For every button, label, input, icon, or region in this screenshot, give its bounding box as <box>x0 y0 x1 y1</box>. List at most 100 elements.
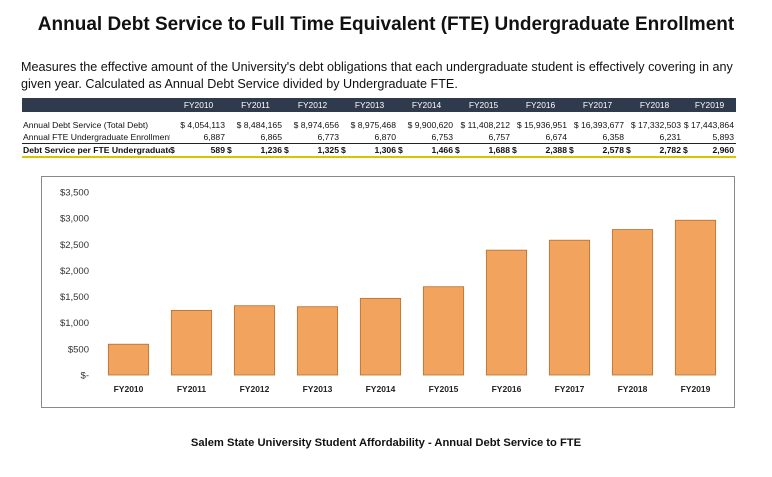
cell-value: 2,782 <box>659 145 681 155</box>
cell-value: 1,306 <box>374 145 396 155</box>
data-table: FY2010 FY2011 FY2012 FY2013 FY2014 FY201… <box>22 98 736 158</box>
cell-value: 1,466 <box>431 145 453 155</box>
table-cell: $ 8,974,656 <box>293 120 339 130</box>
bar <box>548 239 591 376</box>
y-tick-label: $2,500 <box>60 240 89 251</box>
y-tick-label: $- <box>81 371 89 382</box>
bar <box>485 249 528 376</box>
table-cell: $ 16,393,677 <box>573 120 624 130</box>
column-header: FY2017 <box>569 98 626 112</box>
chart-caption: Salem State University Student Affordabi… <box>190 437 582 449</box>
currency-symbol: $ <box>284 145 289 155</box>
cell-value: 2,578 <box>602 145 624 155</box>
currency-symbol: $ <box>512 145 517 155</box>
currency-symbol: $ <box>569 145 574 155</box>
page-title: Annual Debt Service to Full Time Equival… <box>37 14 735 35</box>
cell-value: 589 <box>210 145 225 155</box>
x-tick-label: FY2014 <box>366 384 396 394</box>
y-tick-label: $2,000 <box>60 266 89 277</box>
table-cell: $ 8,484,165 <box>236 120 282 130</box>
cell-value: 2,960 <box>712 145 734 155</box>
row-label: Debt Service per FTE Undergraduate <box>22 143 170 158</box>
column-header: FY2011 <box>227 98 284 112</box>
bar <box>611 229 654 376</box>
column-header: FY2012 <box>284 98 341 112</box>
y-tick-label: $500 <box>68 344 89 355</box>
table-cell: 6,358 <box>602 132 624 142</box>
table-cell: $ 17,443,864 <box>683 120 734 130</box>
column-header: FY2013 <box>341 98 398 112</box>
table-cell: $2,388 <box>512 143 569 158</box>
cell-value: 2,388 <box>545 145 567 155</box>
table-row-per-fte: Debt Service per FTE Undergraduate $589 … <box>22 143 736 158</box>
column-header: FY2016 <box>512 98 569 112</box>
currency-symbol: $ <box>683 145 688 155</box>
table-cell: $ 11,408,212 <box>460 120 510 130</box>
row-label: Annual Debt Service (Total Debt) <box>23 120 149 130</box>
table-header-row: FY2010 FY2011 FY2012 FY2013 FY2014 FY201… <box>22 98 736 112</box>
y-tick-label: $3,500 <box>60 188 89 199</box>
table-cell: $ 4,054,113 <box>180 120 225 130</box>
x-tick-label: FY2010 <box>114 384 144 394</box>
table-cell: 6,674 <box>545 132 567 142</box>
cell-value: 1,236 <box>260 145 282 155</box>
bar <box>296 306 339 376</box>
x-tick-label: FY2016 <box>492 384 522 394</box>
description-text: Measures the effective amount of the Uni… <box>21 60 733 91</box>
column-header: FY2018 <box>626 98 683 112</box>
cell-value: 1,688 <box>488 145 510 155</box>
row-label: Annual FTE Undergraduate Enrollment <box>23 132 170 142</box>
y-tick-label: $1,000 <box>60 318 89 329</box>
table-row-fte: Annual FTE Undergraduate Enrollment 6,88… <box>22 131 736 144</box>
table-cell: $1,688 <box>455 143 512 158</box>
y-tick-label: $1,500 <box>60 292 89 303</box>
bar <box>107 343 150 376</box>
column-header: FY2015 <box>455 98 512 112</box>
table-cell: $1,325 <box>284 143 341 158</box>
currency-symbol: $ <box>227 145 232 155</box>
chart-frame: $- $500 $1,000 $1,500 $2,000 $2,500 $3,000 $3,5… <box>41 176 735 408</box>
bar <box>359 297 402 376</box>
currency-symbol: $ <box>170 145 175 155</box>
table-cell: 6,773 <box>317 132 339 142</box>
table-cell: 6,865 <box>260 132 282 142</box>
bar <box>422 286 465 376</box>
bar <box>674 219 717 376</box>
x-tick-label: FY2012 <box>240 384 270 394</box>
table-cell: $1,306 <box>341 143 398 158</box>
x-tick-label: FY2011 <box>177 384 207 394</box>
bar <box>170 309 213 376</box>
table-cell: 5,893 <box>712 132 734 142</box>
x-tick-label: FY2018 <box>618 384 648 394</box>
x-tick-label: FY2013 <box>303 384 333 394</box>
table-cell: 6,887 <box>203 132 225 142</box>
table-cell: 6,753 <box>431 132 453 142</box>
column-header: FY2014 <box>398 98 455 112</box>
table-cell: $ 9,900,620 <box>407 120 453 130</box>
y-tick-label: $3,000 <box>60 214 89 225</box>
table-cell: 6,231 <box>659 132 681 142</box>
x-tick-label: FY2017 <box>555 384 585 394</box>
table-cell: $2,578 <box>569 143 626 158</box>
table-cell: $ 17,332,503 <box>630 120 681 130</box>
table-cell: $2,782 <box>626 143 683 158</box>
x-tick-label: FY2019 <box>681 384 711 394</box>
table-row-debt-service: Annual Debt Service (Total Debt) $ 4,054… <box>22 119 736 131</box>
column-header: FY2019 <box>683 98 736 112</box>
table-cell: 6,757 <box>488 132 510 142</box>
cell-value: 1,325 <box>317 145 339 155</box>
bar-chart: $- $500 $1,000 $1,500 $2,000 $2,500 $3,000 $3,5… <box>60 188 717 394</box>
bar <box>233 305 276 376</box>
table-cell: $589 <box>170 143 227 158</box>
table-cell: $1,236 <box>227 143 284 158</box>
currency-symbol: $ <box>341 145 346 155</box>
currency-symbol: $ <box>626 145 631 155</box>
table-cell: $1,466 <box>398 143 455 158</box>
x-tick-label: FY2015 <box>429 384 459 394</box>
table-cell: 6,870 <box>374 132 396 142</box>
table-cell: $2,960 <box>683 143 736 158</box>
table-cell: $ 8,975,468 <box>350 120 396 130</box>
table-corner-header <box>22 98 170 112</box>
currency-symbol: $ <box>455 145 460 155</box>
table-cell: $ 15,936,951 <box>516 120 567 130</box>
